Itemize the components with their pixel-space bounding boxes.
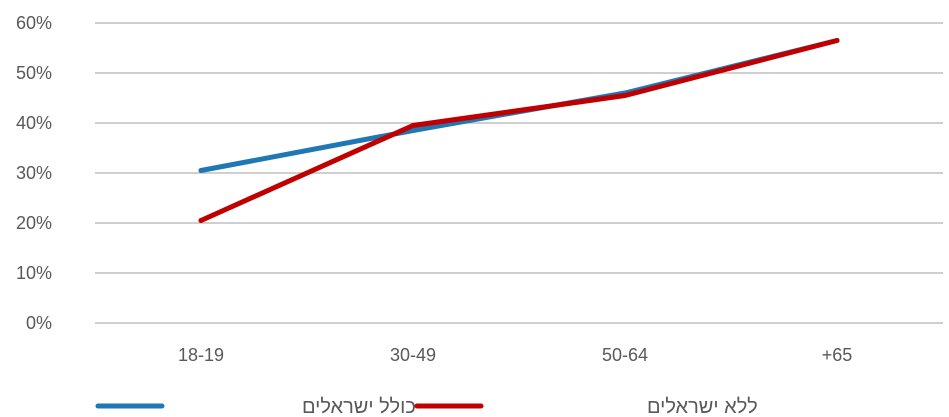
legend-label: כולל ישראלים <box>302 396 416 417</box>
grid-lines <box>95 22 943 324</box>
x-tick-label: 18-19 <box>178 345 224 365</box>
x-axis: 18-19 30-49 50-64 +65 <box>178 345 852 365</box>
data-point <box>622 93 628 98</box>
data-point <box>834 38 840 43</box>
y-tick-label: 10% <box>16 263 52 283</box>
data-point <box>410 128 416 133</box>
legend-label: ללא ישראלים <box>647 396 758 417</box>
x-tick-label: 50-64 <box>602 345 648 365</box>
x-tick-label: +65 <box>822 345 853 365</box>
data-point <box>410 123 416 128</box>
y-tick-label: 60% <box>16 13 52 33</box>
data-point <box>198 168 204 173</box>
y-tick-label: 40% <box>16 113 52 133</box>
data-point <box>198 218 204 223</box>
series-0 <box>198 38 840 173</box>
y-tick-label: 0% <box>26 313 52 333</box>
y-tick-label: 30% <box>16 163 52 183</box>
y-tick-label: 20% <box>16 213 52 233</box>
series-line <box>198 38 840 173</box>
series-line <box>198 38 840 223</box>
legend: כולל ישראלים ללא ישראלים <box>95 396 758 417</box>
y-tick-label: 50% <box>16 63 52 83</box>
y-axis: 0% 10% 20% 30% 40% 50% 60% <box>16 13 52 333</box>
x-tick-label: 30-49 <box>390 345 436 365</box>
legend-item-1: ללא ישראלים <box>414 396 758 417</box>
series-lines <box>198 38 840 223</box>
legend-item-0: כולל ישראלים <box>95 396 416 417</box>
series-1 <box>198 38 840 223</box>
